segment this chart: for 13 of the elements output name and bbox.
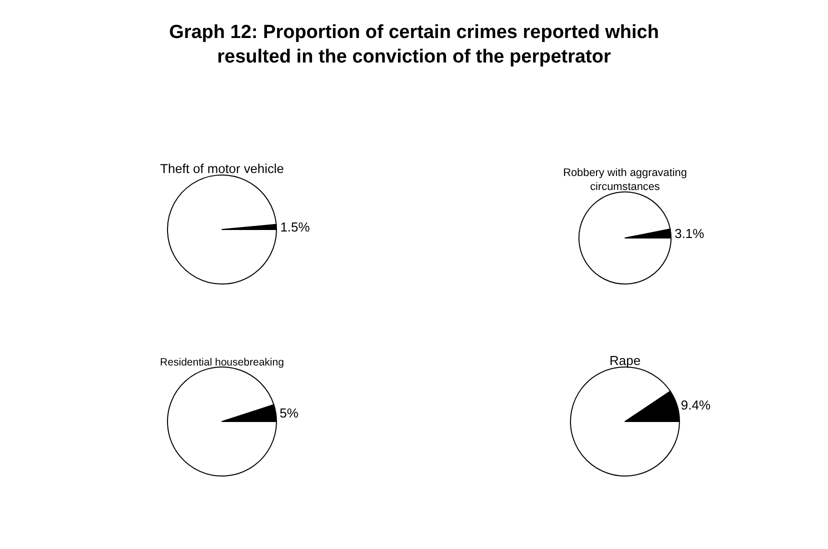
pie-slice (578, 191, 672, 284)
data-label: 5% (280, 405, 299, 420)
chart-title: Residential housebreaking (160, 356, 284, 368)
chart-title: Theft of motor vehicle (160, 161, 284, 176)
text: Graph 12: Proportion of certain crimes reported which resulted in the conviction of the perpetrator (169, 22, 659, 68)
pie-slice (570, 366, 680, 476)
pie-slice (167, 174, 277, 284)
data-label: 9.4% (680, 398, 711, 413)
pie-slice (167, 366, 277, 476)
data-label: 3.1% (674, 226, 705, 241)
data-label: 1.5% (280, 219, 310, 234)
chart-title: Robbery with aggravating circumstances (563, 167, 687, 194)
chart-title: Rape (609, 353, 641, 368)
